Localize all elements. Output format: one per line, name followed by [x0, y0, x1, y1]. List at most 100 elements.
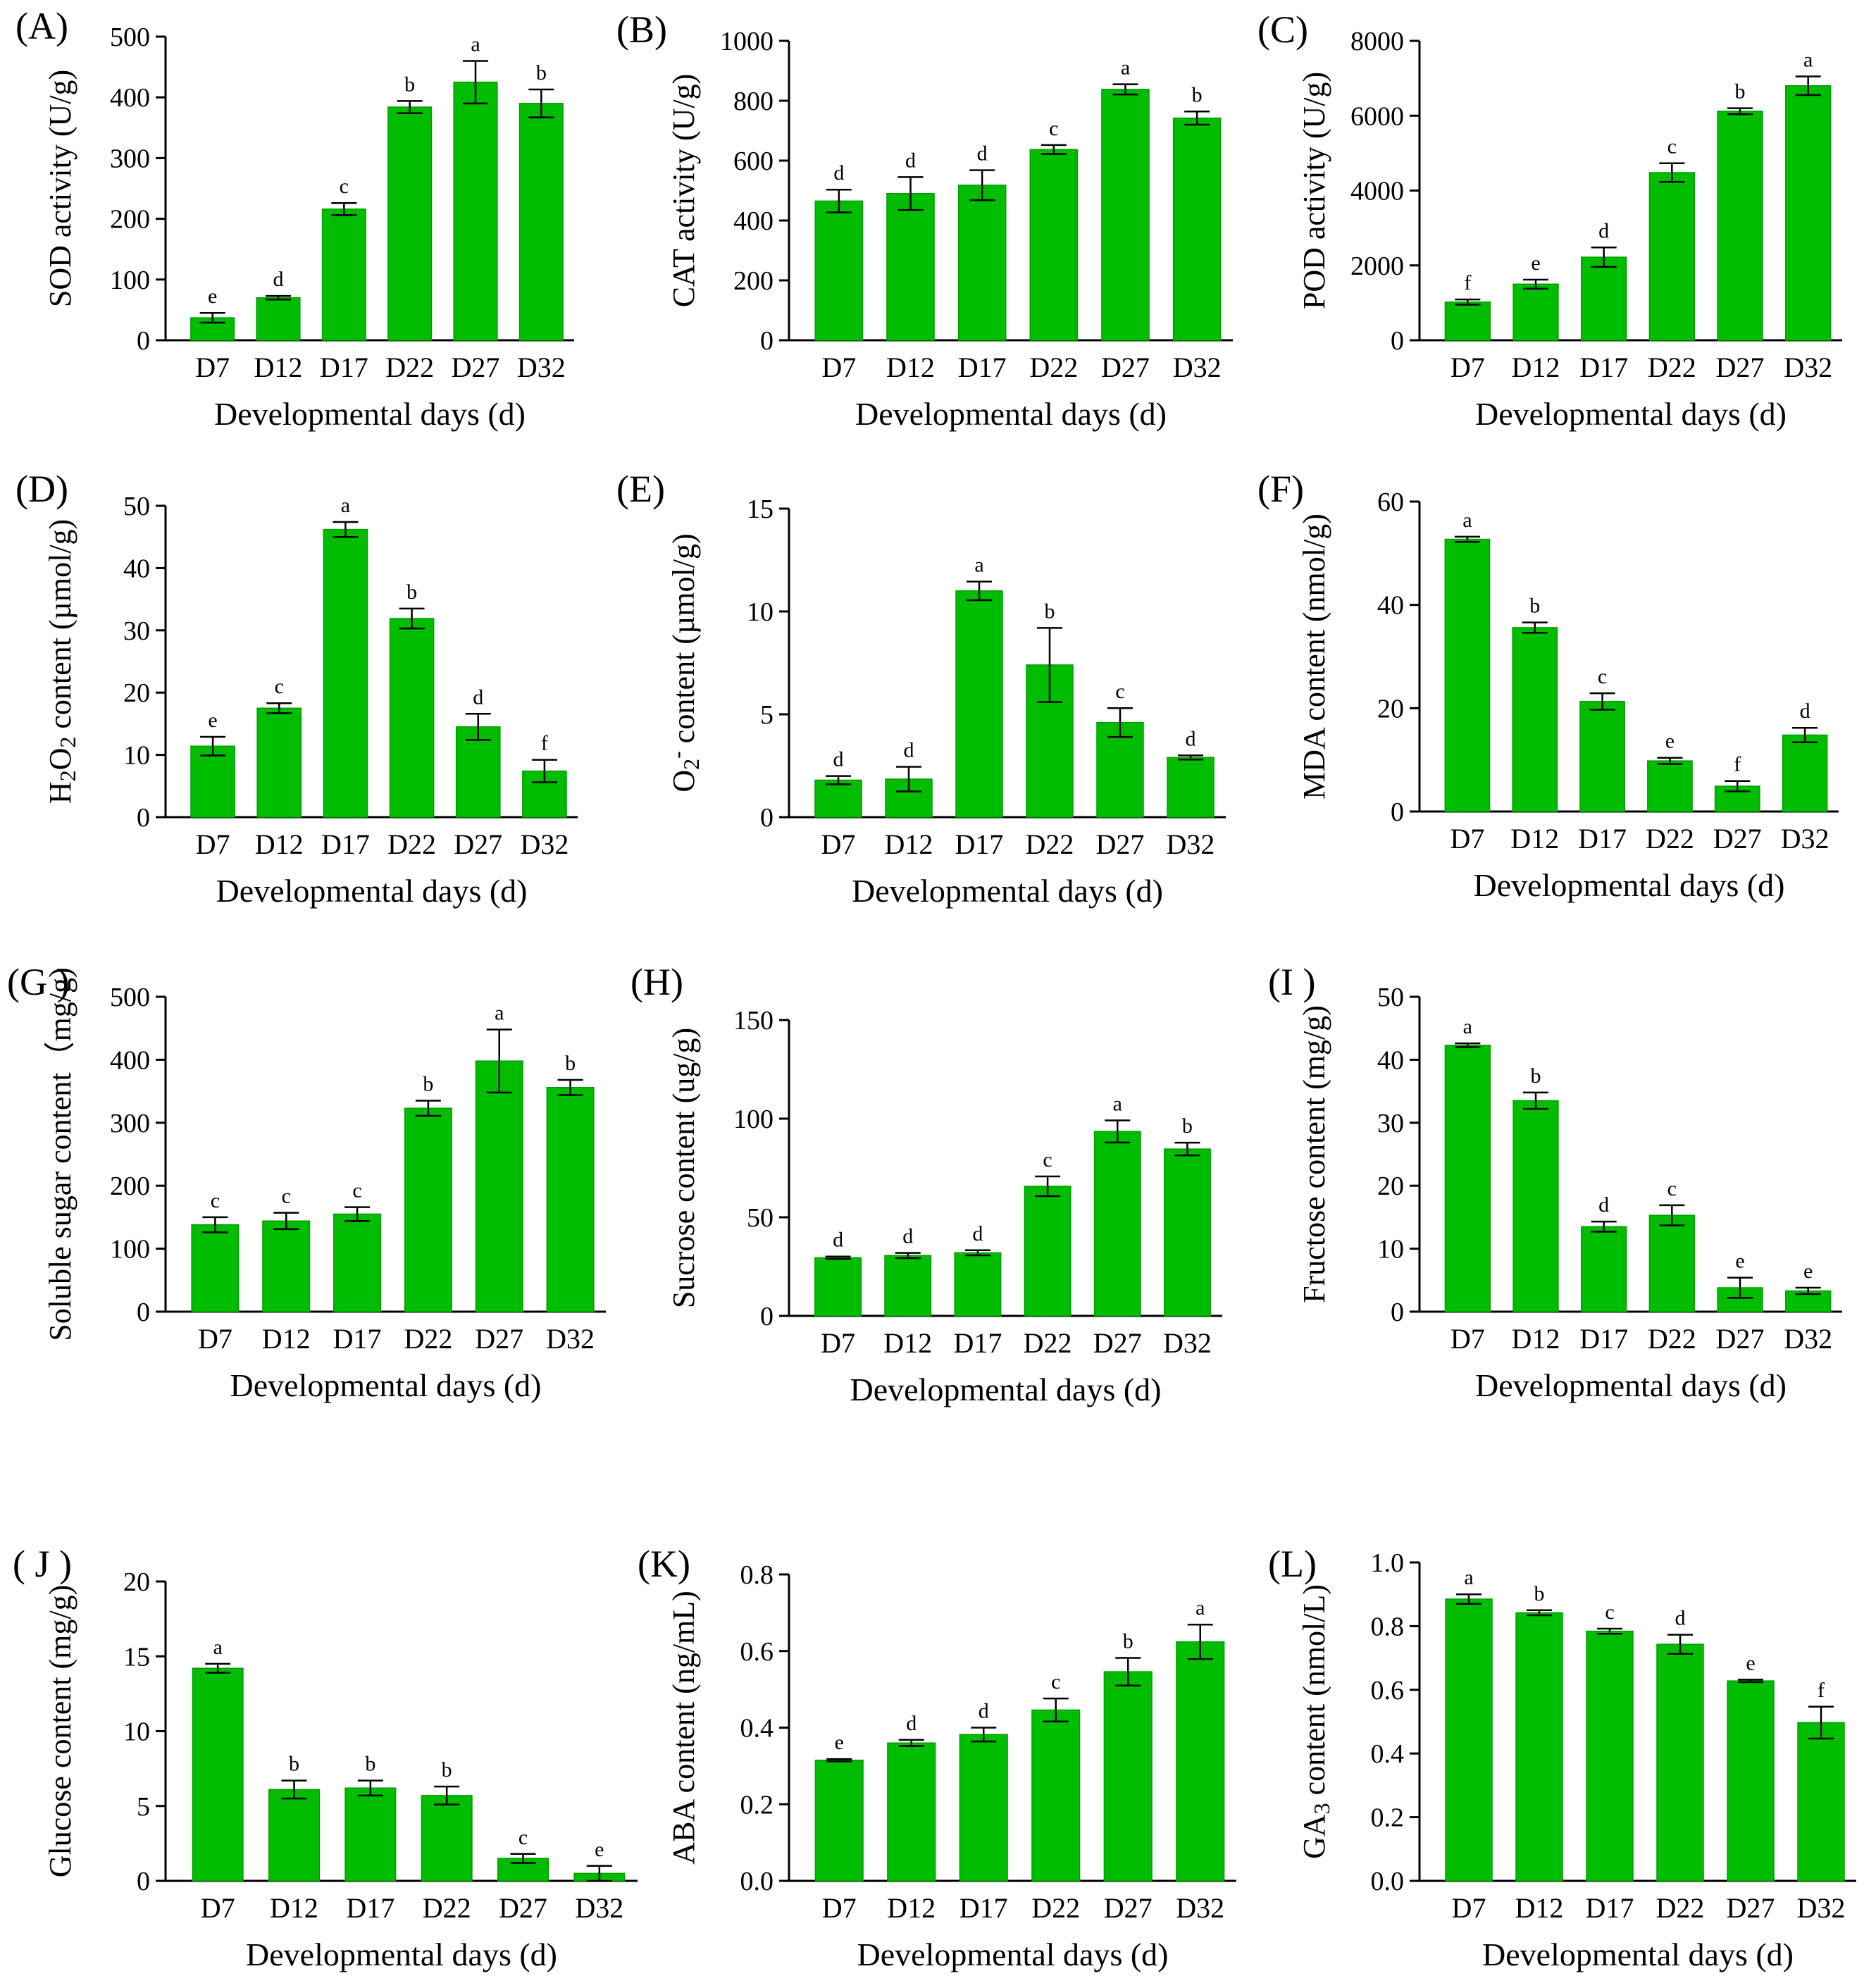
x-axis-label: Developmental days (d): [214, 396, 526, 432]
panel-label: (I ): [1268, 961, 1315, 1003]
y-tick-label: 10: [1377, 1235, 1404, 1264]
significance-letter: c: [1043, 1148, 1052, 1171]
significance-letter: b: [1045, 599, 1055, 623]
y-tick-label: 800: [733, 87, 774, 116]
significance-letter: b: [365, 1753, 375, 1776]
significance-letter: a: [1464, 1566, 1473, 1589]
y-tick-label: 0.6: [1371, 1676, 1405, 1705]
x-tick-label: D12: [270, 1892, 318, 1924]
x-tick-label: D7: [822, 1892, 857, 1924]
y-tick-label: 15: [747, 495, 774, 524]
y-axis-label-part: content (nmol/L): [1297, 1584, 1331, 1803]
y-tick-label: 400: [733, 206, 774, 236]
significance-letter: d: [1800, 700, 1810, 723]
significance-letter: b: [404, 73, 415, 96]
y-tick-label: 50: [747, 1203, 774, 1233]
panel-label: ( J ): [13, 1543, 72, 1585]
bar: [814, 200, 864, 341]
y-axis-label: Fructose content (mg/g): [1297, 1005, 1331, 1303]
significance-letter: d: [833, 161, 844, 185]
x-tick-label: D7: [1450, 823, 1484, 854]
x-tick-label: D7: [821, 1327, 855, 1359]
x-axis-label: Developmental days (d): [1475, 1367, 1787, 1403]
x-tick-label: D17: [1579, 1323, 1628, 1355]
chart-panel-e: (E) 0 5 10 15 O2- content (µmol/g) d D7 d D12 a D17…: [616, 468, 1226, 909]
panel-label: (E): [616, 468, 665, 510]
bar: [475, 1060, 523, 1312]
bar: [389, 618, 435, 818]
y-tick-label: 400: [110, 83, 150, 113]
x-tick-label: D22: [1648, 352, 1696, 383]
bar: [1024, 1186, 1071, 1317]
bar: [191, 1224, 240, 1312]
bar: [1647, 760, 1693, 812]
chart-panel-l: (L) 0.0 0.2 0.4 0.6 0.8 1.0 GA3 content (nmol/L…: [1268, 1543, 1856, 1972]
x-tick-label: D27: [1713, 823, 1762, 854]
y-tick-label: 0: [760, 326, 774, 356]
bar: [1103, 1671, 1153, 1882]
chart-panel-k: (K) 0.0 0.2 0.4 0.6 0.8 ABA content (ng/mL) e D7…: [638, 1543, 1236, 1972]
x-tick-label: D27: [1727, 1892, 1775, 1924]
x-axis-label: Developmental days (d): [230, 1367, 542, 1403]
y-axis-label-part: 2: [55, 770, 80, 781]
y-axis-label-part: O: [666, 770, 701, 792]
y-tick-label: 10: [123, 741, 150, 771]
x-tick-label: D17: [958, 352, 1007, 383]
x-tick-label: D12: [255, 828, 304, 860]
y-tick-label: 0: [137, 326, 150, 356]
x-tick-label: D17: [346, 1892, 395, 1924]
significance-letter: d: [972, 1222, 983, 1245]
bar: [1031, 1709, 1081, 1882]
x-tick-label: D32: [1781, 823, 1830, 854]
panel-label: (F): [1257, 468, 1304, 510]
y-tick-label: 0: [137, 1298, 150, 1327]
significance-letter: a: [213, 1636, 223, 1659]
significance-letter: a: [1803, 48, 1813, 71]
significance-letter: a: [1195, 1596, 1205, 1620]
significance-letter: b: [1735, 80, 1746, 104]
x-tick-label: D17: [1579, 352, 1628, 383]
bar: [814, 1257, 862, 1317]
panel-label: (D): [15, 468, 68, 510]
x-tick-label: D12: [262, 1323, 311, 1355]
bar: [518, 103, 564, 341]
significance-letter: c: [518, 1826, 528, 1849]
x-tick-label: D22: [1029, 352, 1078, 383]
bar: [344, 1787, 397, 1882]
x-tick-label: D27: [1716, 1323, 1765, 1355]
bar: [190, 745, 235, 818]
x-tick-label: D7: [1451, 352, 1485, 383]
bar: [1581, 1226, 1627, 1312]
significance-letter: b: [565, 1052, 576, 1075]
significance-letter: d: [1675, 1607, 1686, 1630]
bar: [1782, 734, 1828, 812]
chart-panel-f: (F) 0 20 40 60 MDA content (nmol/g) a D7 b D12 c D1…: [1257, 468, 1839, 903]
y-axis-label-part: O: [43, 748, 77, 771]
y-axis-label: CAT activity (U/g): [666, 74, 701, 308]
y-tick-label: 60: [1377, 487, 1404, 517]
bar: [957, 185, 1007, 341]
bar: [268, 1789, 320, 1882]
y-tick-label: 0.0: [740, 1867, 774, 1896]
bar: [1029, 149, 1079, 341]
x-axis-label: Developmental days (d): [855, 396, 1167, 432]
bar: [887, 1742, 936, 1882]
y-tick-label: 200: [110, 205, 150, 235]
bar: [387, 106, 433, 341]
y-axis-label-part: content (µmol/g): [666, 533, 701, 751]
y-tick-label: 0: [1391, 1298, 1404, 1327]
y-tick-label: 8000: [1350, 27, 1404, 56]
bar: [1176, 1641, 1225, 1882]
y-tick-label: 4000: [1350, 177, 1404, 206]
significance-letter: d: [1598, 219, 1609, 242]
x-axis-label: Developmental days (d): [1482, 1937, 1794, 1972]
significance-letter: f: [1734, 753, 1741, 776]
x-tick-label: D7: [195, 352, 230, 383]
x-tick-label: D22: [1031, 1892, 1080, 1924]
bar: [321, 209, 366, 341]
significance-letter: d: [902, 1225, 913, 1248]
y-tick-label: 2000: [1350, 251, 1404, 281]
significance-letter: d: [833, 748, 844, 771]
significance-letter: f: [541, 732, 548, 755]
y-tick-label: 0: [1391, 797, 1404, 827]
